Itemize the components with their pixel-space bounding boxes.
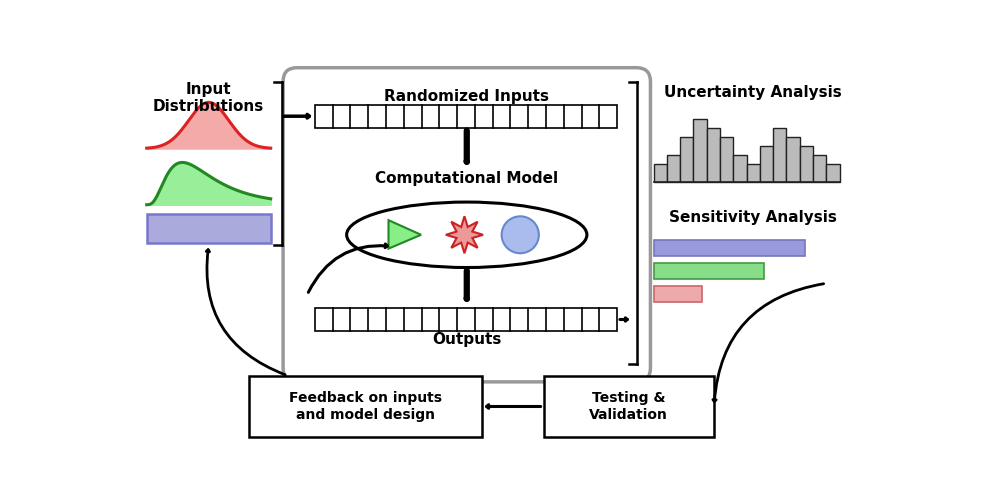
Bar	[654, 286, 702, 302]
Text: Uncertainty Analysis: Uncertainty Analysis	[664, 84, 842, 100]
Bar	[315, 104, 617, 128]
Text: Feedback on inputs
and model design: Feedback on inputs and model design	[289, 392, 442, 422]
Circle shape	[502, 216, 539, 254]
Bar	[800, 146, 813, 182]
Bar	[773, 128, 786, 182]
Text: Computational Model: Computational Model	[375, 171, 558, 186]
Ellipse shape	[347, 202, 587, 268]
Bar	[693, 118, 707, 182]
Bar	[544, 376, 714, 438]
Bar	[747, 164, 760, 182]
Text: Outputs: Outputs	[432, 332, 501, 347]
Bar	[720, 136, 733, 182]
Bar	[680, 136, 693, 182]
Bar	[654, 164, 667, 182]
Bar	[654, 240, 805, 256]
Bar	[826, 164, 840, 182]
Text: Randomized Inputs: Randomized Inputs	[384, 90, 549, 104]
Text: Input
Distributions: Input Distributions	[153, 82, 264, 114]
Bar	[667, 154, 680, 182]
Text: Testing &
Validation: Testing & Validation	[589, 392, 668, 422]
Bar	[760, 146, 773, 182]
Bar	[147, 214, 271, 244]
Polygon shape	[388, 220, 421, 248]
Bar	[707, 128, 720, 182]
Bar	[733, 154, 747, 182]
Bar	[813, 154, 826, 182]
Bar	[315, 308, 617, 331]
Bar	[654, 264, 764, 278]
FancyBboxPatch shape	[283, 68, 650, 382]
Bar	[786, 136, 800, 182]
Polygon shape	[446, 216, 483, 254]
Bar	[249, 376, 482, 438]
Text: Sensitivity Analysis: Sensitivity Analysis	[669, 210, 837, 225]
